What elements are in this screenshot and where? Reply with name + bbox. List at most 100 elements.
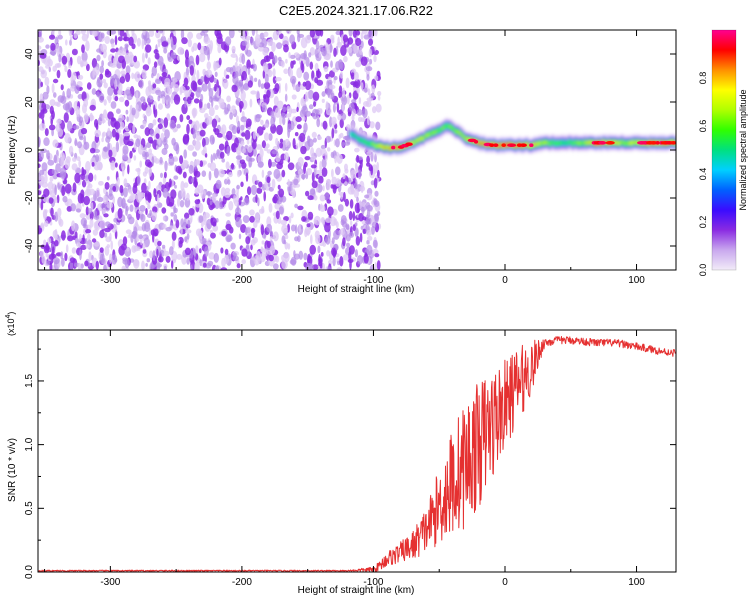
x-tick-label: 0 <box>502 577 508 588</box>
noise-speckle <box>178 240 183 248</box>
noise-speckle <box>268 254 274 262</box>
noise-speckle <box>147 204 151 210</box>
noise-speckle <box>266 38 273 46</box>
noise-speckle <box>375 121 381 131</box>
noise-speckle <box>147 95 154 103</box>
noise-speckle <box>195 245 199 254</box>
noise-speckle <box>256 126 264 136</box>
noise-speckle <box>120 243 127 251</box>
noise-speckle <box>49 51 56 56</box>
signal-band <box>374 144 377 149</box>
signal-band <box>412 140 414 145</box>
signal-band <box>573 140 576 145</box>
noise-speckle <box>245 243 250 250</box>
noise-speckle <box>125 56 131 63</box>
noise-speckle <box>213 168 219 179</box>
noise-speckle <box>277 56 282 62</box>
noise-speckle <box>87 233 91 241</box>
signal-band <box>483 140 485 145</box>
noise-speckle <box>284 82 288 92</box>
noise-speckle <box>91 58 98 69</box>
noise-speckle <box>179 114 184 123</box>
signal-band <box>583 139 586 144</box>
noise-speckle <box>346 134 351 145</box>
signal-band <box>454 129 457 134</box>
signal-band <box>498 142 501 147</box>
signal-band <box>498 143 500 148</box>
noise-speckle <box>48 66 51 73</box>
signal-band <box>462 134 464 139</box>
noise-speckle <box>250 37 254 46</box>
noise-speckle <box>308 52 312 58</box>
noise-speckle <box>47 159 55 166</box>
noise-speckle <box>368 38 373 46</box>
noise-speckle <box>102 196 109 205</box>
noise-speckle <box>216 149 220 155</box>
noise-speckle <box>148 30 155 37</box>
noise-speckle <box>286 105 291 113</box>
noise-speckle <box>91 30 95 36</box>
signal-band <box>373 142 376 147</box>
noise-speckle <box>330 60 333 68</box>
noise-speckle <box>261 140 266 149</box>
noise-speckle <box>309 30 316 38</box>
signal-band <box>356 135 358 140</box>
noise-speckle <box>147 136 153 144</box>
signal-band <box>535 143 538 147</box>
signal-band <box>533 142 535 147</box>
noise-speckle <box>131 107 136 116</box>
noise-speckle <box>366 244 373 256</box>
noise-speckle <box>314 109 320 114</box>
noise-speckle <box>173 175 179 180</box>
noise-speckle <box>305 56 310 67</box>
noise-speckle <box>283 68 289 75</box>
noise-speckle <box>80 217 88 227</box>
signal-band <box>481 141 483 146</box>
noise-speckle <box>38 45 42 51</box>
signal-band <box>621 139 623 144</box>
noise-speckle <box>55 43 60 52</box>
noise-speckle <box>131 245 137 253</box>
noise-speckle <box>376 260 381 270</box>
noise-speckle <box>310 147 315 158</box>
x-tick-label: 100 <box>628 275 645 286</box>
noise-speckle <box>188 164 194 174</box>
noise-speckle <box>85 206 89 216</box>
noise-speckle <box>331 116 337 126</box>
signal-band <box>624 141 626 146</box>
noise-speckle <box>51 30 55 35</box>
noise-speckle <box>315 147 322 157</box>
noise-speckle <box>184 212 190 220</box>
noise-speckle <box>120 160 126 171</box>
noise-speckle <box>214 83 217 92</box>
noise-speckle <box>70 74 74 84</box>
noise-speckle <box>321 91 326 97</box>
noise-speckle <box>331 237 335 245</box>
noise-speckle <box>309 47 315 56</box>
noise-speckle <box>295 116 302 123</box>
signal-band <box>396 146 399 151</box>
noise-speckle <box>146 142 152 149</box>
noise-speckle <box>80 62 84 67</box>
noise-speckle <box>180 30 185 40</box>
signal-band <box>539 140 542 145</box>
noise-speckle <box>219 151 225 159</box>
noise-speckle <box>218 98 225 106</box>
noise-speckle <box>103 82 108 89</box>
noise-speckle <box>224 107 230 115</box>
noise-speckle <box>194 199 200 205</box>
noise-speckle <box>280 112 286 119</box>
noise-speckle <box>325 179 332 184</box>
noise-speckle <box>298 250 304 260</box>
signal-band <box>629 141 632 146</box>
noise-speckle <box>84 260 89 267</box>
noise-speckle <box>320 144 326 150</box>
noise-speckle <box>124 99 130 107</box>
noise-speckle <box>83 113 89 124</box>
noise-speckle <box>207 162 212 168</box>
noise-speckle <box>235 216 242 228</box>
signal-band <box>548 141 551 146</box>
noise-speckle <box>111 128 117 138</box>
noise-speckle <box>352 30 357 38</box>
